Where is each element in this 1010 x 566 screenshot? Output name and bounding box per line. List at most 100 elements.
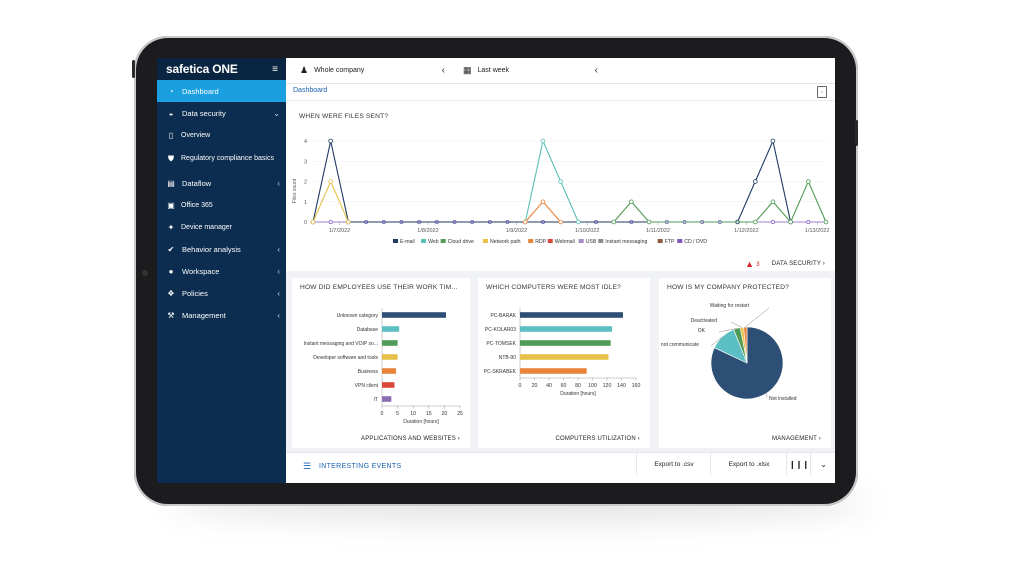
x-tick-label: 20: [532, 383, 538, 389]
chevron-down-icon[interactable]: ⌄: [273, 108, 280, 118]
sidebar-menu: ◔ Dashboard ◒ Data security ⌄ ▯ Overview ⛊ Regul…: [157, 80, 286, 326]
events-title[interactable]: INTERESTING EVENTS: [319, 463, 402, 470]
management-link[interactable]: MANAGEMENT ›: [772, 436, 821, 442]
top-bar: ♟ Whole company ‹ ▦ Last week ‹: [286, 58, 835, 84]
slice-label: Not installed: [769, 396, 797, 402]
card-title: WHEN WERE FILES SENT?: [299, 113, 389, 120]
category-label: PC-TOMSEK: [486, 341, 516, 347]
side-button: [855, 120, 858, 146]
legend-label: Web: [428, 239, 439, 245]
sidebar-item-behavior-analysis[interactable]: ✔ Behavior analysis ‹: [157, 238, 286, 260]
category-label: Unknown category: [337, 313, 379, 319]
x-tick-label: 0: [519, 383, 522, 389]
chevron-left-icon[interactable]: ‹: [277, 266, 280, 276]
alert-icon: ▲: [745, 259, 755, 269]
legend-label: Network path: [490, 239, 521, 245]
sidebar-item-label: Office 365: [181, 201, 213, 209]
chevron-left-icon[interactable]: ‹: [441, 65, 445, 76]
export-icon[interactable]: ↓: [817, 86, 827, 98]
data-point: [770, 220, 775, 224]
chevron-down-icon[interactable]: ⌄: [810, 453, 835, 475]
x-tick-label: 160: [632, 383, 641, 389]
breadcrumb[interactable]: Dashboard: [293, 87, 328, 94]
category-label: VPN client: [355, 383, 379, 389]
chevron-left-icon[interactable]: ‹: [277, 178, 280, 188]
sidebar-item-label: Device manager: [181, 223, 232, 231]
x-tick-label: 100: [588, 383, 597, 389]
pie-slice: [743, 326, 748, 364]
sidebar-item-label: Overview: [181, 131, 211, 139]
data-security-link[interactable]: DATA SECURITY ›: [771, 261, 825, 267]
x-tick-label: 10: [410, 411, 416, 417]
sidebar-item-policies[interactable]: ❖ Policies ‹: [157, 282, 286, 304]
series-line: [613, 180, 827, 224]
sidebar-item-label: Behavior analysis: [182, 244, 241, 254]
bar: [520, 368, 587, 374]
x-axis-label: Duration [hours]: [560, 391, 596, 397]
x-tick-label: 1/8/2022: [417, 228, 438, 234]
data-point: [752, 219, 758, 225]
gavel-icon: ⚒: [167, 310, 175, 320]
files-sent-chart: Files count 0 1 2 3 4 1/7/2022 1/8/2022 1/9/202…: [292, 138, 829, 245]
data-point: [629, 199, 634, 205]
data-point: [576, 219, 581, 225]
period-selector[interactable]: ▦ Last week ‹: [445, 58, 598, 83]
sidebar-item-office-365[interactable]: ▣ Office 365: [157, 194, 286, 216]
export-csv-button[interactable]: Export to .csv: [636, 453, 711, 475]
sidebar-item-workspace[interactable]: ● Workspace ‹: [157, 260, 286, 282]
chevron-left-icon[interactable]: ‹: [594, 65, 598, 76]
sidebar-item-label: Dataflow: [182, 178, 212, 188]
category-label: Business: [358, 369, 379, 375]
sidebar-item-management[interactable]: ⚒ Management ‹: [157, 304, 286, 326]
slice-label: not communicate: [661, 342, 699, 348]
bar: [382, 340, 398, 346]
data-point: [328, 220, 333, 224]
chevron-left-icon[interactable]: ‹: [277, 244, 280, 254]
data-point: [646, 219, 652, 225]
y-tick-label: 4: [304, 139, 307, 145]
x-tick-label: 25: [457, 411, 463, 417]
x-tick-label: 1/11/2022: [646, 228, 670, 234]
y-tick-label: 2: [304, 180, 307, 186]
period-label: Last week: [477, 67, 510, 74]
utilization-link[interactable]: COMPUTERS UTILIZATION ›: [555, 436, 640, 442]
applications-link[interactable]: APPLICATIONS AND WEBSITES ›: [361, 436, 460, 442]
protection-pie: Not installed not communicate OK Deactivate…: [661, 303, 797, 402]
sidebar-item-overview[interactable]: ▯ Overview: [157, 124, 286, 146]
x-tick-label: 1/7/2022: [329, 228, 350, 234]
user-icon: ●: [168, 266, 174, 276]
legend-swatch: [677, 239, 683, 243]
data-point: [770, 199, 776, 205]
breadcrumb-bar: Dashboard ↓: [286, 84, 835, 101]
y-tick-label: 3: [304, 159, 307, 165]
sidebar-item-label: Workspace: [182, 266, 220, 276]
legend-swatch: [657, 239, 663, 243]
slice-label: OK: [698, 328, 706, 334]
chevron-left-icon[interactable]: ‹: [277, 310, 280, 320]
columns-icon[interactable]: ❙❙❙: [786, 453, 811, 475]
x-tick-label: 20: [442, 411, 448, 417]
sidebar-item-data-security[interactable]: ◒ Data security ⌄: [157, 102, 286, 124]
hamburger-icon[interactable]: ≡: [272, 63, 278, 75]
sidebar-item-dashboard[interactable]: ◔ Dashboard: [157, 80, 286, 102]
app-logo[interactable]: safetica ONE: [166, 62, 238, 76]
work-time-chart: Unknown category Database Instant messagin…: [304, 308, 463, 425]
scope-selector[interactable]: ♟ Whole company ‹: [286, 58, 445, 83]
chevron-left-icon[interactable]: ‹: [277, 288, 280, 298]
users-icon: ♟: [300, 65, 309, 75]
legend-label: Webmail: [555, 239, 575, 245]
shield-icon: ◒: [168, 108, 174, 118]
app-screen: safetica ONE ≡ ◔ Dashboard ◒ Data security ⌄…: [157, 58, 835, 483]
legend-label: USB: [586, 239, 597, 245]
work-time-card: HOW DID EMPLOYEES USE THEIR WORK TIM... …: [292, 278, 470, 448]
data-point: [558, 219, 563, 225]
sidebar-item-dataflow[interactable]: ▤ Dataflow ‹: [157, 172, 286, 194]
files-sent-card: WHEN WERE FILES SENT? Files count 0 1 2 3 4 1…: [286, 101, 835, 271]
sidebar-item-device-manager[interactable]: ✦ Device manager: [157, 216, 286, 238]
sidebar-item-regulatory-compliance-basics[interactable]: ⛊ Regulatory compliance basics: [157, 146, 286, 172]
category-label: Database: [357, 327, 379, 333]
export-xlsx-button[interactable]: Export to .xlsx: [710, 453, 787, 475]
leader-line: [766, 393, 768, 398]
x-tick-label: 120: [603, 383, 612, 389]
data-security-footer: ▲ 3 DATA SECURITY ›: [745, 259, 825, 269]
